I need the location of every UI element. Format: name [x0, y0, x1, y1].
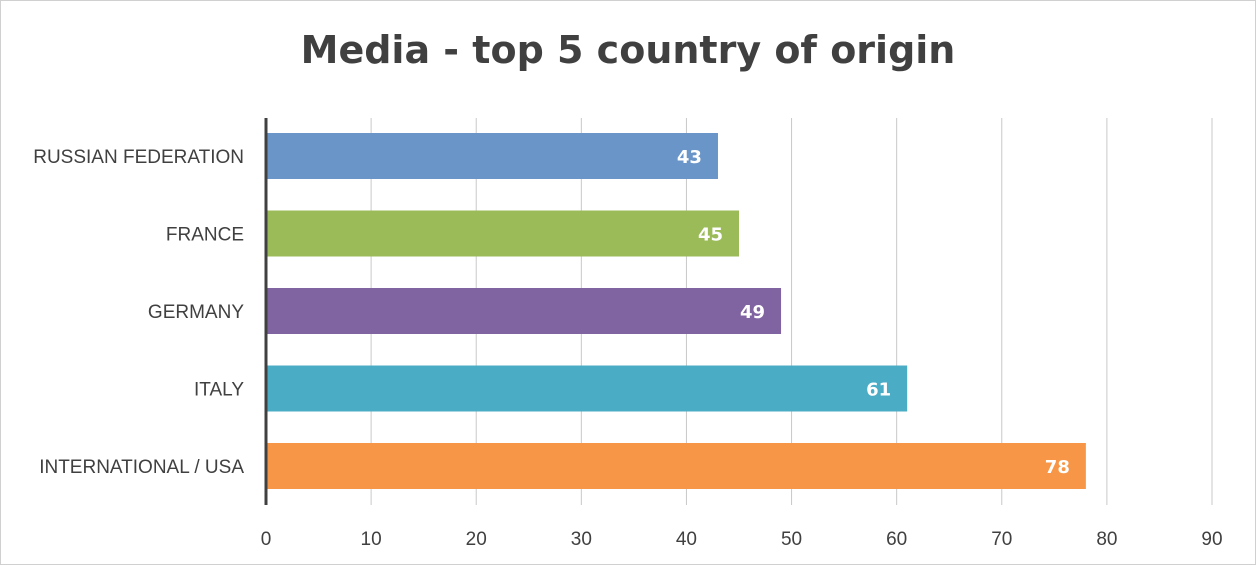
x-tick-label: 0: [261, 529, 272, 550]
category-label: RUSSIAN FEDERATION: [33, 147, 244, 168]
category-label: FRANCE: [166, 225, 244, 246]
x-tick-label: 70: [991, 529, 1012, 550]
category-label: GERMANY: [148, 302, 244, 323]
category-label: ITALY: [194, 380, 244, 401]
category-label: INTERNATIONAL / USA: [39, 457, 244, 478]
bar: [266, 443, 1086, 489]
x-tick-label: 40: [676, 529, 697, 550]
bar: [266, 133, 718, 179]
bar: [266, 210, 739, 257]
data-label: 61: [866, 380, 891, 401]
x-tick-label: 60: [886, 529, 907, 550]
x-tick-label: 90: [1201, 529, 1222, 550]
bar: [266, 288, 782, 334]
x-tick-label: 10: [361, 529, 382, 550]
x-tick-label: 50: [781, 529, 802, 550]
x-tick-label: 20: [466, 529, 487, 550]
bar: [266, 365, 908, 412]
data-label: 49: [740, 302, 765, 323]
chart-title: Media - top 5 country of origin: [300, 28, 956, 72]
labels: 0 10 20 30 40 50 60 70 80 90 RUSSIAN FEDERATION 43 F…: [33, 147, 1222, 550]
data-label: 43: [677, 147, 702, 168]
x-tick-label: 80: [1096, 529, 1117, 550]
x-tick-label: 30: [571, 529, 592, 550]
bars: [266, 133, 1086, 489]
data-label: 78: [1045, 457, 1070, 478]
data-label: 45: [698, 225, 723, 246]
